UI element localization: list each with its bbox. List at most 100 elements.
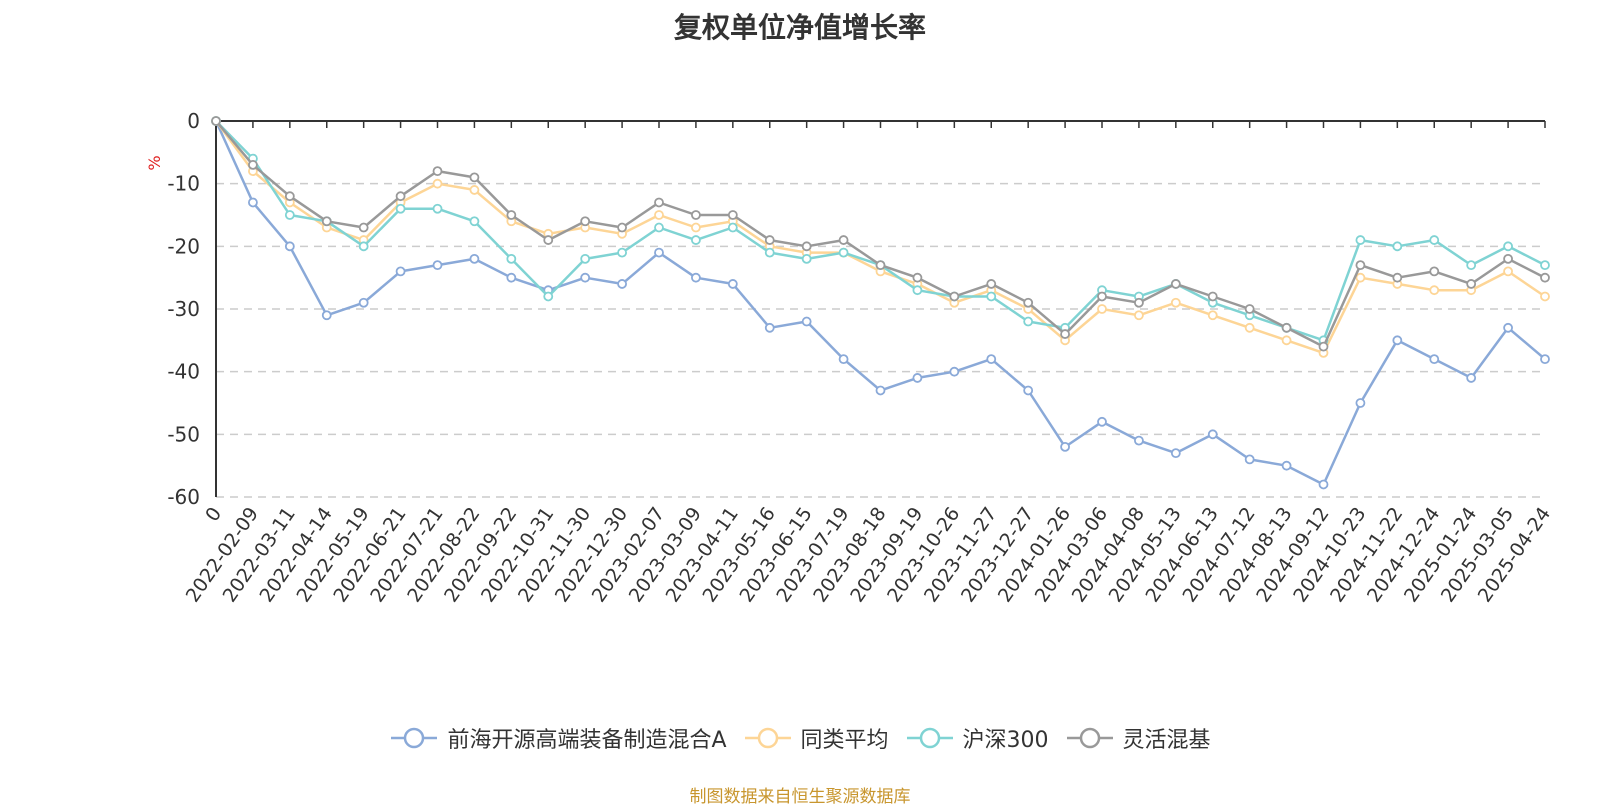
data-point (321, 310, 332, 321)
data-point (691, 235, 701, 245)
data-point (801, 241, 812, 252)
data-point (395, 191, 406, 202)
y-tick-label: -20 (167, 234, 200, 258)
data-point (284, 191, 295, 202)
data-point (764, 235, 775, 245)
data-point (1244, 454, 1255, 465)
data-point (1134, 435, 1144, 446)
data-point (432, 260, 443, 271)
data-point (580, 272, 591, 283)
legend-item[interactable]: 前海开源高端装备制造混合A (389, 722, 727, 754)
data-point (912, 285, 923, 296)
data-point (506, 253, 517, 264)
data-point (1466, 279, 1477, 289)
data-point (727, 210, 738, 220)
data-point (764, 247, 775, 258)
data-point (1540, 260, 1550, 271)
data-point (1281, 460, 1292, 471)
data-point (395, 203, 406, 214)
data-point (211, 116, 221, 126)
data-point (1503, 266, 1513, 277)
data-point (506, 210, 517, 220)
data-point (1281, 335, 1292, 346)
data-point (1244, 304, 1255, 314)
data-point (1207, 429, 1218, 440)
data-point (838, 354, 849, 365)
data-point (1170, 297, 1181, 308)
data-point (1244, 322, 1255, 333)
data-point (1429, 285, 1440, 296)
data-point (358, 297, 369, 308)
data-point (1207, 310, 1218, 321)
x-axis: 02022-02-092022-03-112022-04-142022-05-1… (182, 120, 1555, 606)
data-point (1540, 291, 1550, 302)
source-note: 制图数据来自恒生聚源数据库 (689, 787, 911, 807)
data-point (580, 253, 591, 264)
data-point (1466, 373, 1477, 383)
data-point (506, 272, 517, 283)
legend-label: 沪深300 (962, 728, 1049, 753)
data-point (912, 272, 923, 283)
data-point (1023, 385, 1034, 396)
legend-label: 同类平均 (800, 728, 889, 753)
legend-item[interactable]: 同类平均 (743, 722, 889, 754)
data-point (543, 291, 554, 302)
data-point (617, 247, 627, 258)
data-point (691, 210, 701, 220)
legend: 前海开源高端装备制造混合A 同类平均 沪深300 灵活混基 (0, 722, 1600, 756)
data-point (617, 222, 627, 233)
data-point (838, 247, 849, 258)
data-point (617, 279, 627, 289)
data-point (284, 241, 295, 252)
data-point (654, 222, 664, 233)
chart-title: 复权单位净值增长率 (673, 11, 926, 44)
y-tick-label: -30 (167, 297, 200, 321)
data-point (1355, 272, 1366, 283)
data-point (469, 185, 480, 195)
data-point (469, 253, 480, 264)
legend-line-circle-icon (906, 727, 953, 749)
data-point (1134, 297, 1144, 308)
data-point (986, 354, 997, 365)
legend-item[interactable]: 沪深300 (905, 722, 1049, 754)
data-point (1281, 322, 1292, 333)
data-point (1392, 335, 1403, 346)
grid-lines (216, 182, 1545, 498)
data-point (395, 266, 406, 277)
data-point (838, 235, 849, 245)
data-point (469, 172, 480, 183)
data-point (727, 279, 738, 289)
data-point (248, 197, 258, 208)
data-point (1392, 241, 1403, 252)
legend-label: 灵活混基 (1122, 728, 1211, 753)
data-point (1170, 279, 1181, 289)
data-point (691, 222, 701, 233)
data-point (1097, 304, 1107, 314)
data-point (469, 216, 480, 227)
data-point (1503, 253, 1513, 264)
y-tick-label: -40 (167, 360, 200, 384)
data-point (1355, 398, 1366, 408)
legend-item[interactable]: 灵活混基 (1065, 722, 1211, 754)
y-axis-label: % (145, 155, 164, 170)
data-point (949, 291, 960, 302)
data-point (432, 203, 443, 214)
legend-line-circle-icon (1066, 727, 1113, 749)
data-point (1207, 291, 1218, 302)
data-point (358, 222, 369, 233)
data-point (986, 279, 997, 289)
data-point (1429, 235, 1440, 245)
data-point (1318, 479, 1329, 490)
data-point (358, 241, 369, 252)
data-point (1355, 260, 1366, 271)
data-point (691, 272, 701, 283)
data-point (912, 373, 923, 383)
legend-line-circle-icon (744, 727, 791, 749)
data-point (1392, 272, 1403, 283)
legend-line-circle-icon (391, 727, 438, 749)
data-point (1540, 354, 1550, 365)
data-point (875, 260, 886, 271)
data-point (1429, 266, 1440, 277)
data-point (543, 235, 554, 245)
data-point (654, 197, 664, 208)
